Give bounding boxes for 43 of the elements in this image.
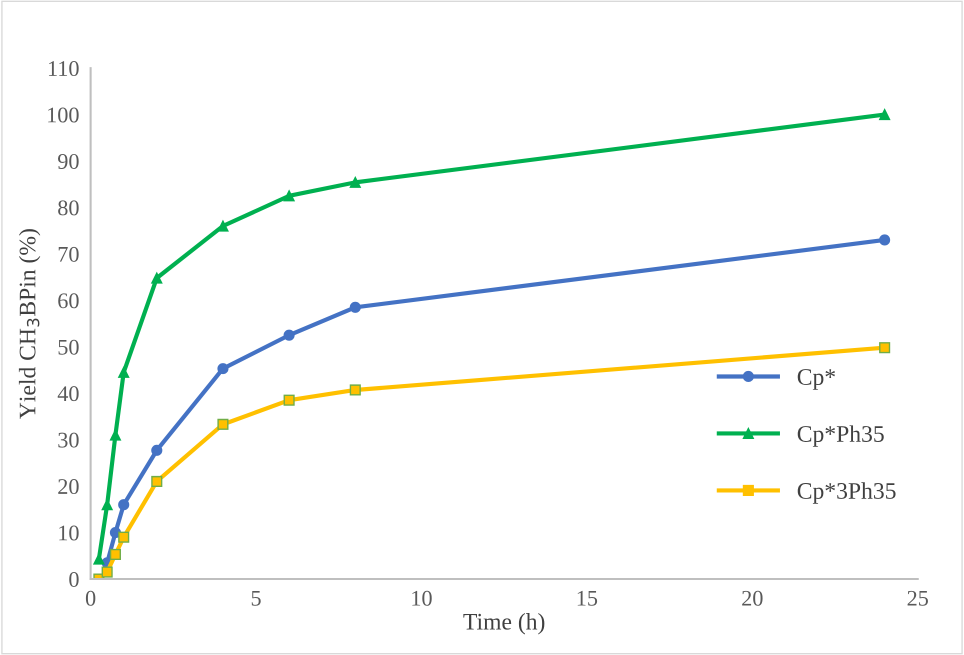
point — [102, 566, 113, 578]
x-tick-label: 15 — [578, 590, 598, 606]
y-tick-label: 0 — [69, 572, 79, 587]
point — [217, 363, 229, 374]
point — [284, 394, 295, 406]
x-tick-label: 20 — [742, 590, 763, 606]
point — [151, 444, 162, 456]
point — [118, 366, 130, 378]
y-axis-title: Yield CH$_{3}$BPin (%) — [18, 229, 40, 419]
x-tick-label: 10 — [412, 590, 432, 606]
point — [350, 176, 361, 188]
x-tick-label: 0 — [86, 590, 96, 606]
x-axis-title: Time (h) — [463, 613, 544, 634]
y-tick-label: 110 — [48, 61, 79, 76]
x-tick-label: 5 — [252, 591, 261, 606]
point — [350, 302, 361, 313]
y-tick-label: 40 — [58, 386, 79, 402]
legend-label: Cp*Ph35 — [798, 425, 884, 447]
y-tick-label: 70 — [58, 246, 79, 262]
legend-label: Cp*3Ph35 — [798, 482, 896, 504]
y-tick-label: 10 — [59, 526, 79, 541]
point — [151, 476, 162, 488]
point — [350, 384, 361, 396]
point — [217, 220, 229, 232]
point — [284, 330, 295, 341]
point — [217, 418, 229, 430]
point — [879, 234, 890, 246]
y-tick-label: 60 — [58, 293, 79, 308]
y-tick-label: 100 — [48, 108, 79, 122]
y-tick-label: 30 — [58, 432, 79, 448]
y-tick-label: 80 — [58, 200, 79, 216]
y-tick-label: 50 — [58, 340, 79, 355]
x-tick-label: 25 — [908, 590, 928, 606]
point — [879, 342, 890, 354]
legend-label: Cp* — [798, 369, 835, 390]
point — [118, 532, 130, 543]
y-tick-label: 90 — [58, 154, 79, 169]
point — [879, 109, 890, 120]
y-tick-label: 20 — [58, 479, 79, 494]
point — [284, 190, 295, 202]
point — [110, 548, 121, 560]
point — [151, 272, 162, 284]
point — [118, 499, 130, 510]
